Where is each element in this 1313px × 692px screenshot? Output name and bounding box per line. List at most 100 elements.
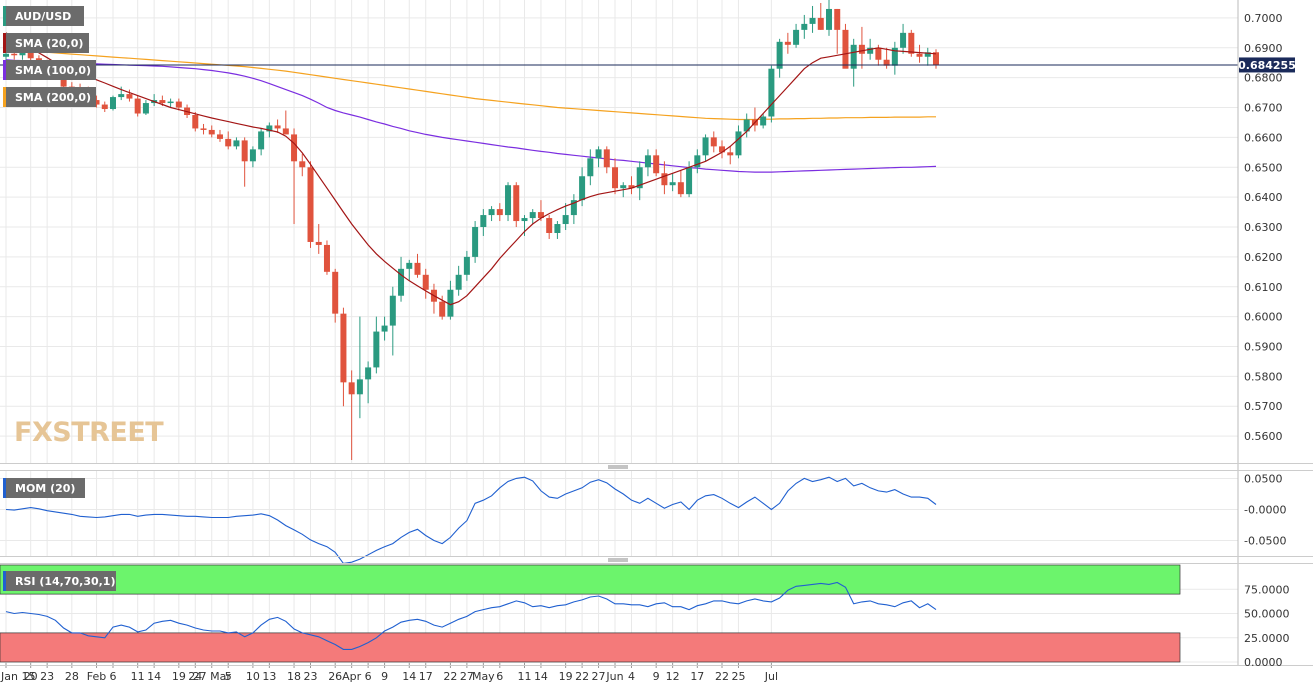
candle xyxy=(850,38,857,87)
candle xyxy=(809,5,816,33)
panel-resize-handle[interactable] xyxy=(608,558,628,562)
candle xyxy=(307,161,314,248)
candle-body xyxy=(719,146,726,153)
candle-body xyxy=(784,41,791,45)
candle-body xyxy=(19,52,26,56)
sma-100-series xyxy=(5,59,937,173)
candle xyxy=(677,170,684,198)
panel-resize-handle[interactable] xyxy=(608,465,628,469)
x-tick-label: 13 xyxy=(262,670,276,683)
y-tick-label: 0.6000 xyxy=(1244,311,1283,324)
last-price-badge: 0.684255 xyxy=(1238,57,1296,73)
legend-item-sma-200[interactable]: SMA (200,0) xyxy=(3,87,96,107)
price-panel xyxy=(0,0,1238,463)
legend-item-audusd[interactable]: AUD/USD xyxy=(3,6,84,26)
candle-body xyxy=(809,17,816,24)
rsi-series xyxy=(5,581,937,650)
candle-body xyxy=(710,137,717,147)
candle-body xyxy=(546,218,553,233)
candle-body xyxy=(900,32,907,48)
candle-body xyxy=(365,367,372,380)
candle-body xyxy=(760,116,767,126)
candle-body xyxy=(323,244,330,272)
candle-body xyxy=(669,182,676,186)
candle xyxy=(513,182,520,228)
candle-body xyxy=(924,52,931,57)
candle-body xyxy=(891,47,898,66)
candle-body xyxy=(727,152,734,156)
legend-label: AUD/USD xyxy=(15,10,71,23)
candle-body xyxy=(768,68,775,117)
candle-body xyxy=(414,262,421,275)
candle xyxy=(126,89,133,102)
legend-item-sma-20[interactable]: SMA (20,0) xyxy=(3,33,89,53)
x-tick-label: 27 xyxy=(460,670,474,683)
candle-body xyxy=(644,155,651,168)
candle xyxy=(233,137,240,150)
y-tick-label: 0.0000 xyxy=(1244,656,1283,669)
candle xyxy=(834,8,841,54)
candle xyxy=(216,129,223,142)
candle xyxy=(480,209,487,236)
x-tick-label: 4 xyxy=(628,670,635,683)
candle xyxy=(628,176,635,195)
candle xyxy=(727,146,734,165)
candle-body xyxy=(200,128,207,130)
candle-body xyxy=(175,101,182,108)
candle-body xyxy=(620,185,627,189)
candle-body xyxy=(834,8,841,30)
momentum-series xyxy=(5,476,937,564)
candle-body xyxy=(142,103,149,114)
legend-item-sma-100[interactable]: SMA (100,0) xyxy=(3,60,96,80)
y-tick-label: -0.0500 xyxy=(1244,534,1286,547)
candle xyxy=(398,256,405,302)
candle-body xyxy=(628,185,635,189)
candle-body xyxy=(562,215,569,225)
candle xyxy=(826,0,832,36)
candle xyxy=(603,146,610,174)
candle xyxy=(356,316,363,419)
candle xyxy=(109,95,116,111)
candle-body xyxy=(932,52,939,66)
x-tick-label: Feb xyxy=(87,670,106,683)
candle xyxy=(315,224,322,254)
candle-body xyxy=(636,167,643,189)
candle-body xyxy=(109,97,116,110)
candle xyxy=(546,215,553,239)
candle-body xyxy=(455,274,462,290)
legend-item-momentum[interactable]: MOM (20) xyxy=(3,478,85,498)
x-tick-label: 14 xyxy=(402,670,416,683)
candle-body xyxy=(529,212,536,219)
candle xyxy=(472,221,479,263)
candle-body xyxy=(274,125,281,129)
candle-body xyxy=(208,129,215,135)
candle-body xyxy=(159,100,166,104)
y-tick-label: 0.7000 xyxy=(1244,12,1283,25)
x-tick-label: 14 xyxy=(534,670,548,683)
x-tick-label: 11 xyxy=(131,670,145,683)
x-tick-label: 25 xyxy=(731,670,745,683)
candle xyxy=(192,112,199,132)
candle-body xyxy=(612,167,619,189)
legend-item-rsi[interactable]: RSI (14,70,30,1) xyxy=(3,571,116,591)
rsi-oversold-zone xyxy=(0,632,1181,663)
candle xyxy=(455,265,462,296)
candle xyxy=(93,95,100,108)
sma-100-line xyxy=(5,59,937,173)
rsi-overbought-zone xyxy=(0,564,1181,595)
candle-body xyxy=(735,131,742,156)
candle-body xyxy=(793,29,800,45)
candle-body xyxy=(389,295,396,326)
y-tick-label: -0.0000 xyxy=(1244,503,1286,516)
x-tick-label: 9 xyxy=(653,670,660,683)
candle-body xyxy=(332,271,339,314)
y-tick-label: 50.0000 xyxy=(1244,608,1290,621)
x-tick-label: 23 xyxy=(304,670,318,683)
candle xyxy=(817,2,824,30)
y-tick-label: 0.6800 xyxy=(1244,72,1283,85)
candle-body xyxy=(826,8,832,30)
candle xyxy=(694,149,701,174)
y-tick-label: 0.5800 xyxy=(1244,370,1283,383)
candle-body xyxy=(850,44,857,69)
candle xyxy=(595,146,602,168)
